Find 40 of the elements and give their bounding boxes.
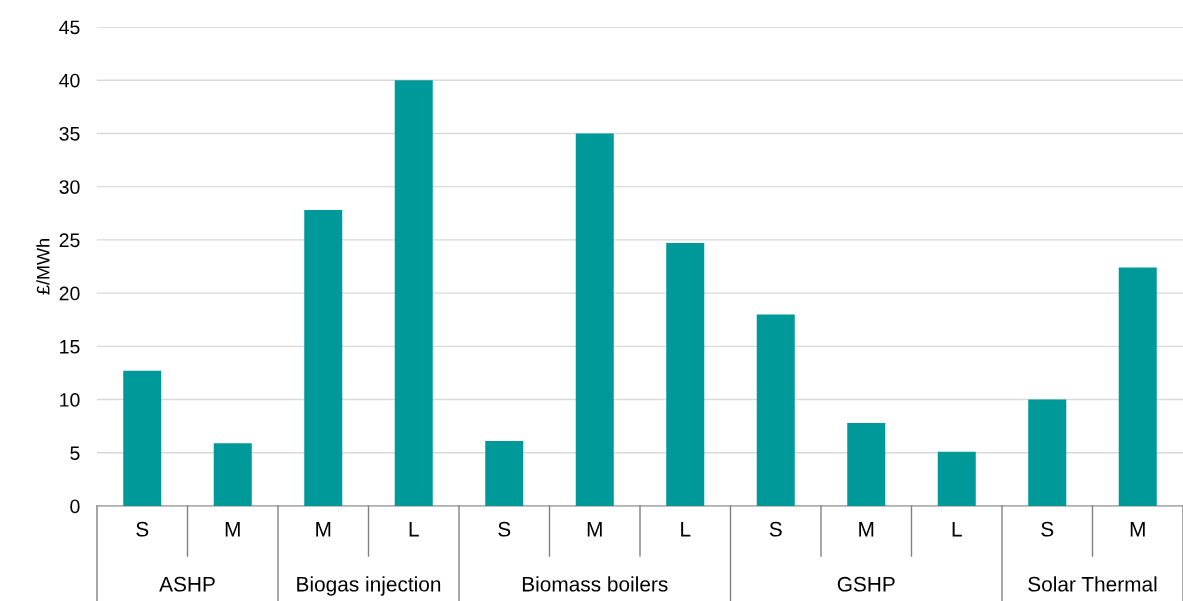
bar	[1028, 399, 1067, 506]
bar	[213, 443, 252, 506]
y-tick-label: 40	[59, 73, 80, 88]
x-tick-label: L	[681, 522, 691, 537]
text: Biomass boilers	[522, 576, 668, 592]
x-tick-label: S	[498, 521, 511, 537]
text: Biogas injection	[297, 576, 441, 596]
y-axis-title: £/MWh	[36, 239, 50, 295]
text: GSHP	[837, 576, 895, 592]
x-tick-label: S	[136, 521, 149, 537]
y-tick-label: 15	[60, 340, 80, 354]
y-tick-label: 0	[70, 499, 80, 514]
x-tick-label: L	[952, 522, 962, 537]
text: Solar Thermal	[1028, 576, 1157, 592]
bar	[1118, 267, 1157, 506]
bar	[485, 441, 524, 506]
bar	[756, 314, 795, 506]
y-tick-label: 35	[59, 126, 80, 141]
x-tick-label: M	[225, 522, 240, 537]
x-tick-label: M	[1130, 522, 1145, 537]
bar	[937, 451, 976, 506]
y-tick-label: 20	[59, 286, 80, 301]
text: ASHP	[159, 576, 215, 592]
x-tick-label: S	[1041, 521, 1054, 537]
bar	[123, 370, 162, 506]
y-tick-label: 5	[70, 446, 80, 461]
x-tick-label: S	[769, 521, 782, 537]
x-tick-label: M	[587, 522, 602, 537]
y-tick-label: 45	[59, 20, 80, 35]
y-tick-label: 30	[59, 180, 80, 194]
bar	[666, 243, 705, 506]
x-tick-label: M	[316, 522, 331, 537]
y-tick-label: 25	[59, 233, 80, 248]
bar	[394, 80, 433, 506]
bar	[575, 133, 614, 506]
x-tick-label: L	[409, 522, 419, 537]
y-tick-label: 10	[60, 393, 80, 407]
bar	[847, 422, 886, 506]
bar	[304, 210, 343, 506]
x-tick-label: M	[859, 522, 874, 537]
